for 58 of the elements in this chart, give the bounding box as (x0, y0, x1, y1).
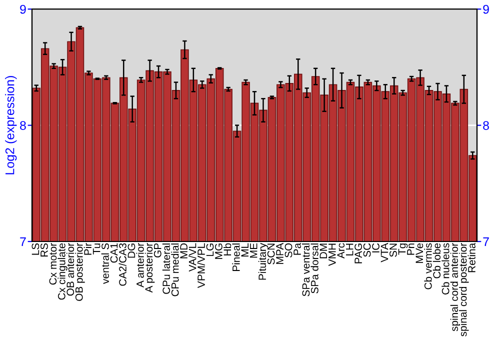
x-tick-label: Tg (398, 244, 408, 255)
x-tick-label: LS (32, 243, 40, 255)
x-tick-label: SPa ventral (302, 244, 310, 296)
x-tick-label: ventral S (101, 243, 109, 284)
x-tick-label: MG (215, 244, 222, 259)
x-tick-label: spinal cord posterior (459, 243, 469, 336)
x-tick-label: SN (390, 244, 397, 257)
x-tick-label: SPa dorsal (310, 244, 318, 294)
y-tick-label: 8 (20, 121, 26, 130)
y-tick-label: 9 (20, 4, 26, 14)
x-tick-label: Pineal (232, 244, 240, 271)
x-tick-label: GP (154, 243, 162, 258)
x-tick-label: OB anterior (66, 243, 74, 296)
x-tick-label: RS (40, 243, 48, 257)
x-tick-label: VPM/VPL (197, 243, 205, 288)
x-tick-label: DM (320, 244, 327, 258)
x-tick-label: Pir (84, 243, 92, 255)
x-tick-label: Hb (223, 243, 232, 256)
x-tick-label: MPA (276, 242, 284, 264)
x-tick-label: Cb vermis (424, 243, 432, 290)
x-tick-label: CPu lateral (162, 244, 170, 294)
x-tick-label: ML (241, 243, 248, 257)
x-tick-label: VA/VL (188, 243, 196, 272)
x-tick-label: Retina (468, 242, 476, 272)
x-tick-label: SO (284, 243, 292, 258)
x-tick-label: CA2/CA3 (118, 243, 126, 286)
x-tick-label: Pa (294, 242, 301, 255)
x-tick-label: SC (363, 243, 371, 257)
y2-tick-label: 8 (483, 121, 489, 130)
x-tick-label: A anterior (136, 243, 144, 288)
x-tick-label: Tu (92, 244, 100, 254)
y-tick-label: 7 (20, 237, 26, 246)
x-tick-label: Cb nucleus (442, 243, 450, 294)
x-tick-label: Pituitary (258, 242, 268, 280)
x-tick-label: OB posterior (75, 243, 85, 301)
x-tick-label: PAG (354, 244, 362, 264)
x-tick-label: MVe (416, 243, 424, 263)
y2-tick-label: 9 (483, 4, 489, 14)
x-tick-label: Cx motor (49, 243, 57, 285)
x-tick-label: ME (250, 243, 258, 258)
x-tick-label: Arc (337, 243, 345, 258)
x-tick-label: CA1 (110, 243, 118, 263)
x-tick-label: LH (346, 244, 354, 256)
x-tick-label: A posterior (144, 243, 155, 293)
x-tick-label: DG (128, 244, 136, 258)
x-tick-label: VTA (380, 242, 388, 262)
x-tick-label: Cb lobe (432, 243, 441, 278)
x-tick-label: VMH (328, 244, 336, 266)
y-axis-title: Log2 (expression) (5, 76, 17, 174)
x-tick-label: SCN (267, 244, 275, 264)
x-tick-label: spinal cord anterior (450, 243, 460, 332)
x-tick-label: Pn (407, 244, 414, 255)
x-tick-label: Cx cingulate (58, 243, 68, 300)
x-tick-label: MD (180, 243, 188, 258)
y2-tick-label: 7 (483, 237, 489, 246)
x-tick-label: LG (206, 244, 214, 256)
x-tick-label: IC (372, 243, 380, 252)
x-tick-label: CPu medial (171, 244, 179, 296)
